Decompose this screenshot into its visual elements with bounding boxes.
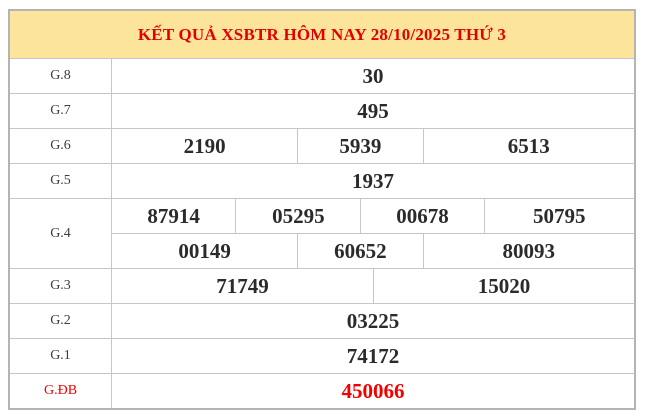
prize-row-gdb: G.ĐB 450066 [10, 373, 634, 408]
prize-row-g4-line1: 87914 05295 00678 50795 [112, 199, 634, 233]
special-prize-number: 450066 [341, 378, 405, 403]
table-title: KẾT QUẢ XSBTR HÔM NAY 28/10/2025 THỨ 3 [10, 11, 634, 58]
prize-row-g4: G.4 87914 05295 00678 50795 00149 60652 … [10, 198, 634, 268]
prize-number: 00149 [178, 238, 231, 263]
prize-row-g5: G.5 1937 [10, 163, 634, 198]
prize-number: 1937 [352, 168, 394, 193]
prize-number: 15020 [373, 269, 634, 303]
prize-label-g2: G.2 [10, 304, 112, 338]
prize-row-g8: G.8 30 [10, 58, 634, 93]
prize-number: 71749 [216, 273, 269, 298]
prize-row-g3: G.3 71749 15020 [10, 268, 634, 303]
prize-label-g1: G.1 [10, 339, 112, 373]
prize-number: 60652 [297, 234, 422, 268]
prize-number: 80093 [422, 234, 634, 268]
prize-number: 5939 [297, 129, 422, 163]
prize-number: 05295 [235, 199, 360, 233]
prize-number: 6513 [422, 129, 634, 163]
prize-number: 2190 [183, 133, 226, 158]
prize-row-g1: G.1 74172 [10, 338, 634, 373]
prize-label-g4: G.4 [10, 199, 112, 268]
prize-label-g8: G.8 [10, 59, 112, 93]
prize-label-g7: G.7 [10, 94, 112, 128]
prize-row-g2: G.2 03225 [10, 303, 634, 338]
prize-number: 495 [357, 98, 389, 123]
prize-label-g6: G.6 [10, 129, 112, 163]
prize-number: 00678 [360, 199, 483, 233]
prize-number: 50795 [483, 199, 634, 233]
prize-row-g6: G.6 2190 5939 6513 [10, 128, 634, 163]
prize-label-g3: G.3 [10, 269, 112, 303]
prize-number: 03225 [346, 308, 400, 333]
prize-number: 74172 [346, 343, 400, 368]
prize-row-g4-line2: 00149 60652 80093 [112, 233, 634, 268]
prize-number: 30 [362, 63, 384, 88]
prize-label-gdb: G.ĐB [10, 374, 112, 408]
prize-number: 87914 [147, 203, 200, 228]
prize-label-g5: G.5 [10, 164, 112, 198]
lottery-results-table: KẾT QUẢ XSBTR HÔM NAY 28/10/2025 THỨ 3 G… [8, 9, 636, 410]
prize-row-g7: G.7 495 [10, 93, 634, 128]
